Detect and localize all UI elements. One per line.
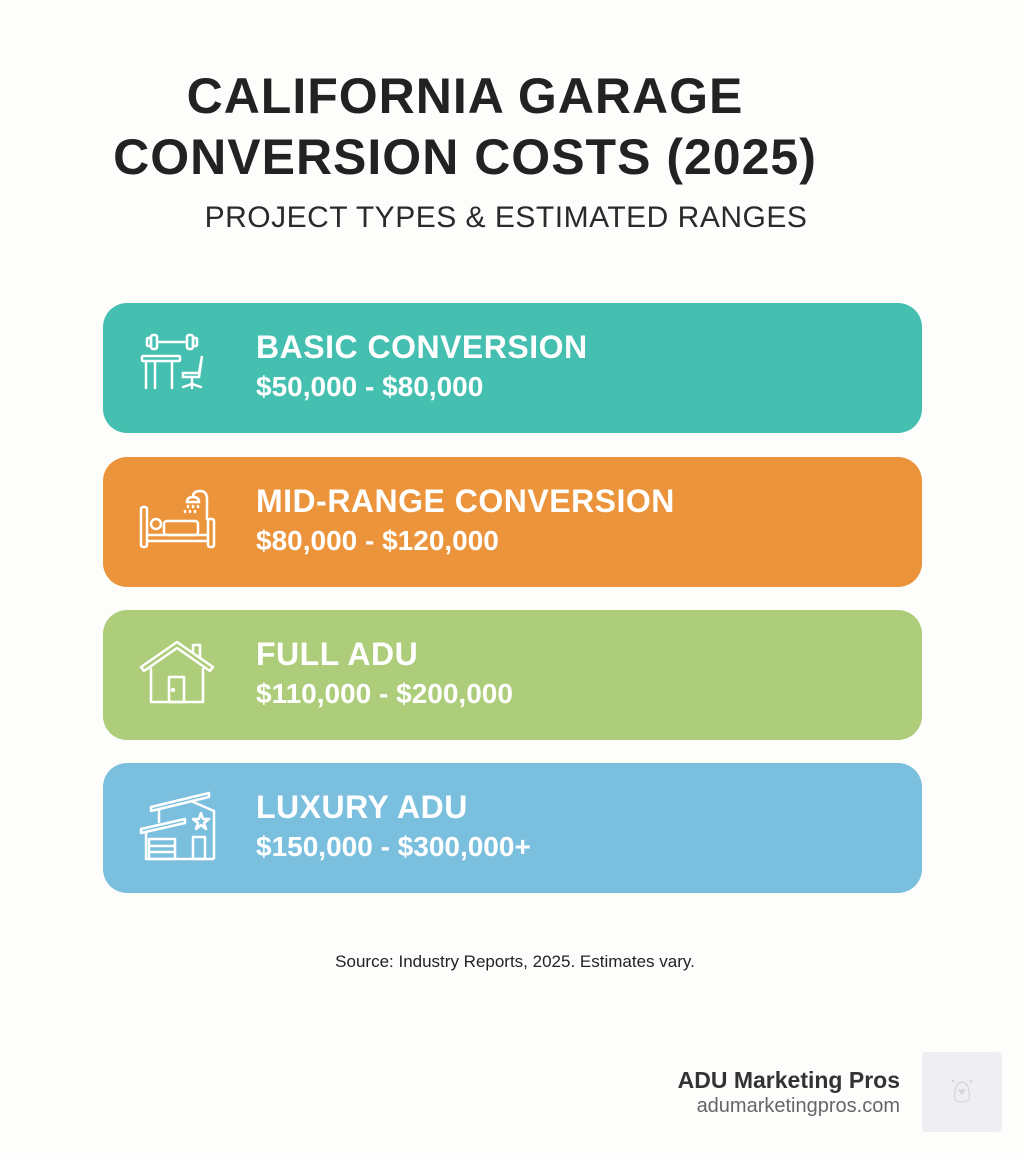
card-title: MID-RANGE CONVERSION [256,483,675,519]
card-price: $50,000 - $80,000 [256,371,484,402]
gym-desk-chair-icon [139,331,215,407]
card-basic-conversion: BASIC CONVERSION $50,000 - $80,000 [103,303,922,433]
title-line-1: CALIFORNIA GARAGE [186,68,744,124]
brand-logo-placeholder [922,1052,1002,1132]
card-price: $150,000 - $300,000+ [256,831,531,862]
brand-url: adumarketingpros.com [696,1095,900,1117]
card-price: $110,000 - $200,000 [256,678,513,709]
card-mid-range-conversion: MID-RANGE CONVERSION $80,000 - $120,000 [103,457,922,587]
brand-block: ADU Marketing Pros adumarketingpros.com [678,1067,900,1118]
logo-icon [951,1079,973,1103]
subtitle: PROJECT TYPES & ESTIMATED RANGES [204,201,808,234]
card-title: LUXURY ADU [256,789,468,825]
card-title: BASIC CONVERSION [256,329,588,365]
card-title: FULL ADU [256,636,419,672]
modern-house-star-icon [139,791,216,867]
card-price: $80,000 - $120,000 [256,525,499,556]
title-line-2: CONVERSION COSTS (2025) [113,129,817,185]
card-full-adu: FULL ADU $110,000 - $200,000 [103,610,922,740]
card-luxury-adu: LUXURY ADU $150,000 - $300,000+ [103,763,922,893]
brand-name: ADU Marketing Pros [677,1067,900,1093]
bed-shower-icon [139,485,216,561]
source-note: Source: Industry Reports, 2025. Estimate… [335,952,695,971]
house-icon [139,638,215,714]
page-title: CALIFORNIA GARAGE CONVERSION COSTS (2025… [0,66,930,188]
